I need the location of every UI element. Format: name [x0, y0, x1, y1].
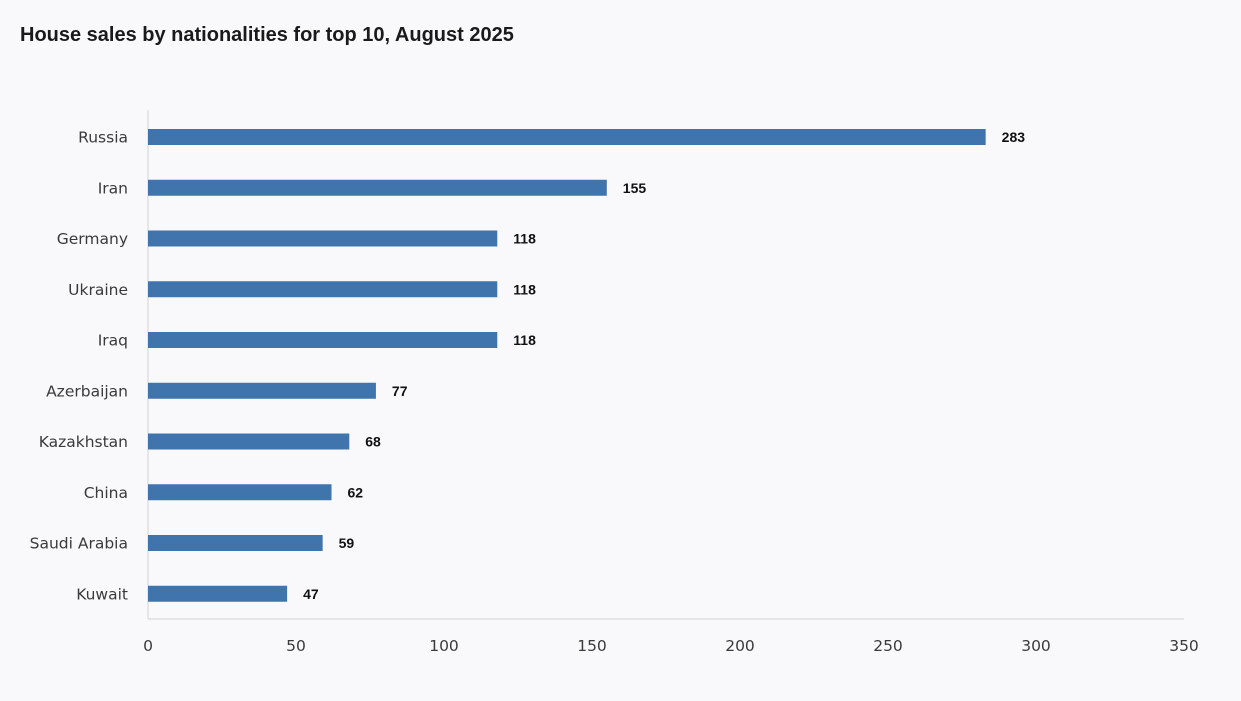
category-label: Ukraine	[68, 281, 128, 299]
category-label: Saudi Arabia	[30, 535, 128, 553]
category-label: Germany	[57, 230, 128, 248]
x-tick-label: 50	[286, 637, 306, 655]
category-label: Kazakhstan	[39, 433, 128, 451]
x-tick-label: 150	[577, 637, 607, 655]
bar-germany	[148, 230, 498, 247]
bar-kazakhstan	[148, 433, 350, 450]
bar-iraq	[148, 332, 498, 348]
category-label: Iraq	[98, 332, 128, 350]
bar-ukraine	[148, 281, 498, 298]
chart-title: House sales by nationalities for top 10,…	[20, 24, 514, 46]
x-tick-label: 350	[1169, 637, 1199, 655]
bar-azerbaijan	[148, 382, 376, 399]
data-label: 283	[1002, 129, 1026, 145]
category-label: Kuwait	[76, 585, 128, 603]
x-tick-label: 250	[873, 637, 903, 655]
data-label: 59	[339, 535, 355, 551]
bar-saudi-arabia	[148, 535, 323, 551]
bars-layer	[148, 129, 986, 602]
data-label: 155	[623, 180, 647, 196]
bar-iran	[148, 179, 607, 196]
data-label: 118	[513, 281, 536, 297]
category-label: Azerbaijan	[46, 382, 128, 400]
x-tick-label: 0	[143, 637, 153, 655]
bar-china	[148, 484, 332, 501]
data-label: 118	[513, 332, 536, 348]
data-label: 47	[303, 586, 319, 602]
category-label: Russia	[78, 129, 128, 147]
labels-layer: 0 50 100 150 200 250 300 350 Russia 283 Iran 155 Ger…	[30, 129, 1199, 656]
data-label: 68	[365, 434, 381, 450]
bar-russia	[148, 129, 986, 145]
category-label: China	[84, 484, 128, 502]
x-tick-label: 200	[725, 637, 755, 655]
category-label: Iran	[98, 179, 128, 197]
data-label: 77	[392, 383, 408, 399]
data-label: 62	[348, 484, 364, 500]
bar-kuwait	[148, 585, 288, 602]
x-tick-label: 300	[1021, 637, 1051, 655]
data-label: 118	[513, 231, 536, 247]
x-tick-label: 100	[429, 637, 459, 655]
